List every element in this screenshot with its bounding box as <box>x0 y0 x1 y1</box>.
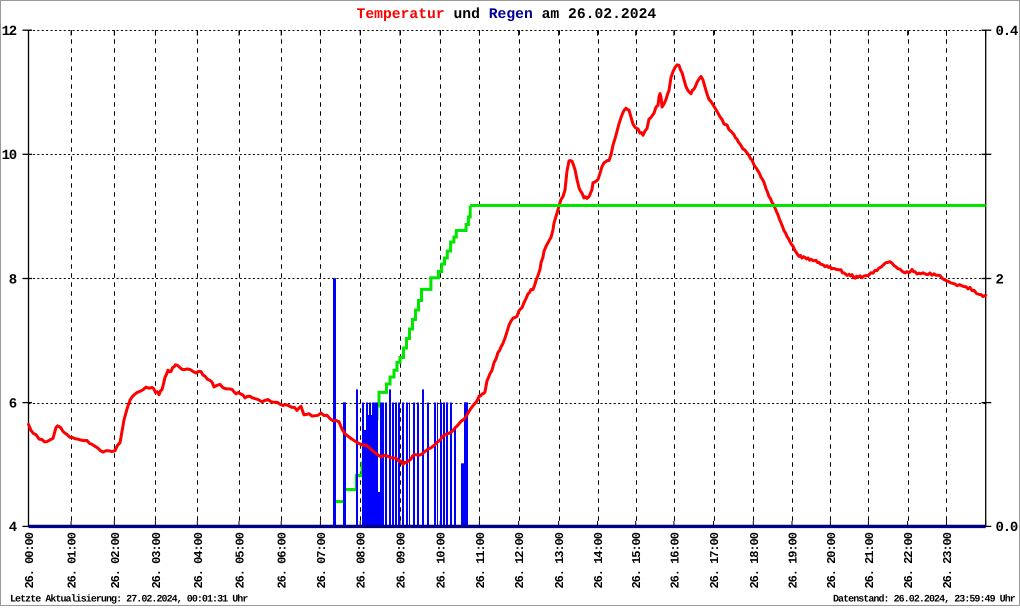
svg-text:26. 23:00: 26. 23:00 <box>941 532 955 588</box>
svg-text:26. 21:00: 26. 21:00 <box>863 532 877 588</box>
svg-text:26. 08:00: 26. 08:00 <box>355 532 369 588</box>
svg-text:26. 09:00: 26. 09:00 <box>395 532 409 588</box>
svg-text:10: 10 <box>2 148 17 164</box>
svg-text:26. 16:00: 26. 16:00 <box>668 532 682 588</box>
svg-text:26. 00:00: 26. 00:00 <box>23 532 37 588</box>
svg-text:8: 8 <box>9 272 17 288</box>
svg-text:26. 11:00: 26. 11:00 <box>474 532 488 588</box>
svg-text:6: 6 <box>9 396 17 412</box>
svg-text:0.0: 0.0 <box>996 520 1018 536</box>
svg-text:0.4: 0.4 <box>996 24 1018 40</box>
svg-text:26. 18:00: 26. 18:00 <box>748 532 762 588</box>
svg-text:2: 2 <box>996 272 1004 288</box>
svg-text:26. 20:00: 26. 20:00 <box>825 532 839 588</box>
svg-text:26. 13:00: 26. 13:00 <box>553 532 567 588</box>
svg-text:Letzte Aktualisierung: 27.02.2: Letzte Aktualisierung: 27.02.2024, 00:01… <box>10 594 248 606</box>
svg-text:26. 07:00: 26. 07:00 <box>315 532 329 588</box>
svg-text:26. 05:00: 26. 05:00 <box>234 532 248 588</box>
svg-text:26. 14:00: 26. 14:00 <box>592 532 606 588</box>
svg-text:26. 19:00: 26. 19:00 <box>787 532 801 588</box>
svg-text:26. 10:00: 26. 10:00 <box>435 532 449 588</box>
svg-text:26. 12:00: 26. 12:00 <box>513 532 527 588</box>
svg-text:26. 02:00: 26. 02:00 <box>109 532 123 588</box>
svg-text:Temperatur und Regen am 26.02.: Temperatur und Regen am 26.02.2024 <box>357 7 657 23</box>
svg-text:26. 06:00: 26. 06:00 <box>276 532 290 588</box>
svg-text:26. 01:00: 26. 01:00 <box>66 532 80 588</box>
svg-text:26. 15:00: 26. 15:00 <box>630 532 644 588</box>
svg-text:26. 17:00: 26. 17:00 <box>708 532 722 588</box>
svg-text:26. 22:00: 26. 22:00 <box>902 532 916 588</box>
svg-text:12: 12 <box>2 24 17 40</box>
svg-text:4: 4 <box>9 520 17 536</box>
svg-text:26. 03:00: 26. 03:00 <box>150 532 164 588</box>
svg-text:26. 04:00: 26. 04:00 <box>192 532 206 588</box>
svg-text:Datenstand: 26.02.2024, 23:59:: Datenstand: 26.02.2024, 23:59:49 Uhr <box>833 594 1016 606</box>
